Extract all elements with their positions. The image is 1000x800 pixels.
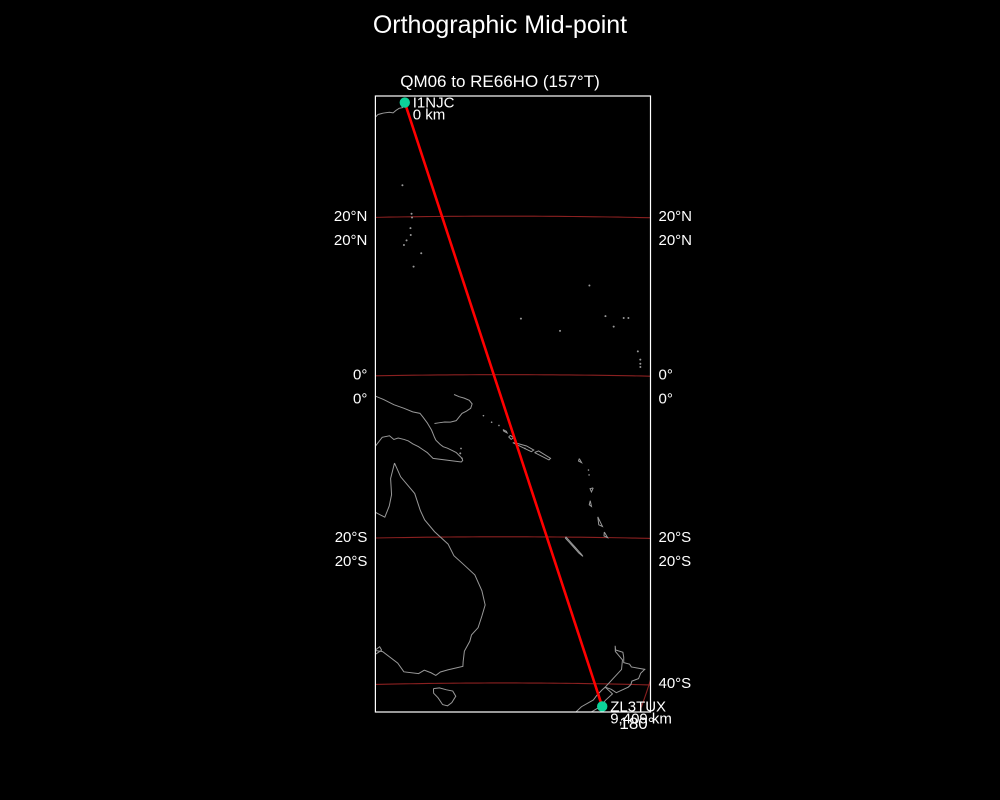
svg-text:20°S: 20°S [335, 553, 368, 570]
svg-text:180°: 180° [619, 714, 654, 733]
svg-text:20°S: 20°S [335, 529, 368, 546]
svg-text:20°S: 20°S [659, 529, 692, 546]
svg-text:20°N: 20°N [659, 232, 693, 249]
svg-text:40°S: 40°S [659, 675, 692, 692]
svg-text:20°N: 20°N [659, 208, 693, 225]
svg-text:20°N: 20°N [334, 208, 368, 225]
svg-text:0°: 0° [659, 391, 673, 408]
svg-text:0°: 0° [353, 367, 367, 384]
svg-text:20°S: 20°S [659, 553, 692, 570]
svg-text:20°N: 20°N [334, 232, 368, 249]
svg-text:0°: 0° [353, 391, 367, 408]
svg-text:0 km: 0 km [413, 107, 446, 124]
svg-text:0°: 0° [659, 367, 673, 384]
